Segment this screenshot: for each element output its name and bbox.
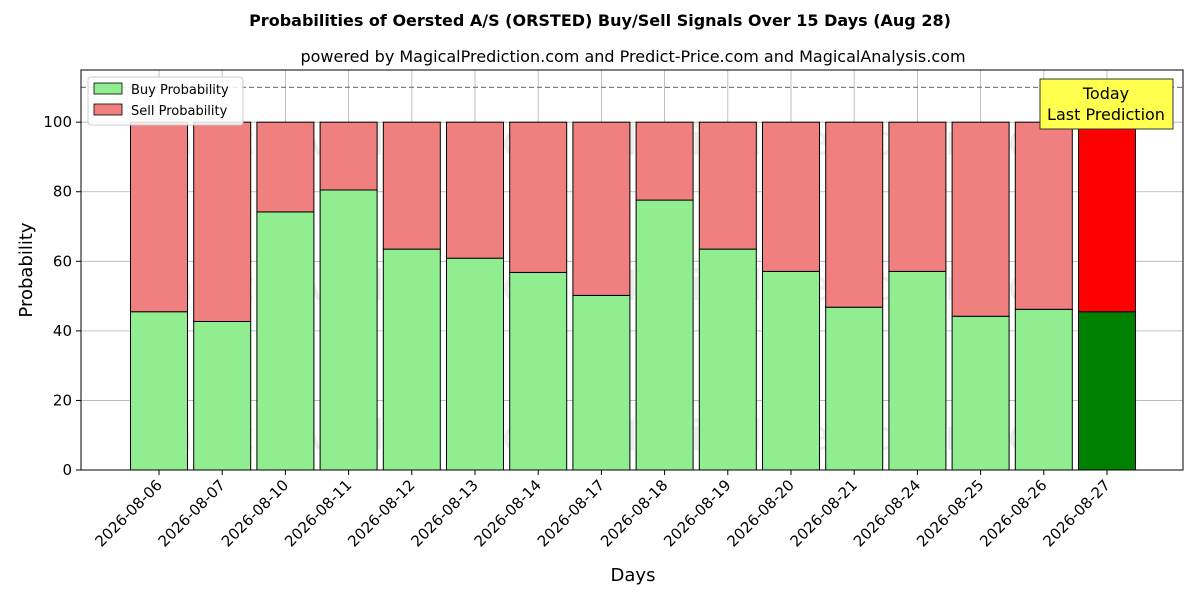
x-tick-label: 2026-08-19 <box>660 476 734 550</box>
legend-frame <box>87 76 244 126</box>
bar-sell-2026-08-11 <box>319 121 378 191</box>
bar-sell-2026-08-07 <box>193 121 252 322</box>
bar-buy-2026-08-18 <box>635 199 694 471</box>
x-tick-label: 2026-08-10 <box>218 476 292 550</box>
chart-subtitle: powered by MagicalPrediction.com and Pre… <box>300 47 965 66</box>
today-annotation: Today Last Prediction <box>1039 78 1174 130</box>
annotation-box <box>1039 78 1174 130</box>
bar-sell-2026-08-27 <box>1078 121 1136 313</box>
bar-sell-2026-08-13 <box>446 121 504 259</box>
bars <box>130 121 1136 471</box>
x-axis-label: Days <box>611 565 656 586</box>
bar-buy-2026-08-10 <box>256 211 315 471</box>
bar-buy-2026-08-07 <box>193 320 252 471</box>
x-tick-label: 2026-08-13 <box>407 476 481 550</box>
bar-sell-2026-08-25 <box>951 121 1010 317</box>
bar-buy-2026-08-20 <box>762 270 820 471</box>
bar-buy-2026-08-25 <box>951 315 1010 471</box>
x-axis: 2026-08-062026-08-072026-08-102026-08-11… <box>91 470 1114 550</box>
legend-label-buy: Buy Probability <box>131 83 229 98</box>
y-tick-label: 80 <box>53 183 72 201</box>
y-tick-label: 20 <box>53 391 72 409</box>
y-axis-label: Probability <box>16 222 37 317</box>
x-tick-label: 2026-08-14 <box>471 476 545 550</box>
bar-sell-2026-08-10 <box>256 121 315 213</box>
bar-sell-2026-08-21 <box>825 121 884 308</box>
x-tick-label: 2026-08-27 <box>1039 476 1113 550</box>
bar-sell-2026-08-17 <box>572 121 631 296</box>
x-tick-label: 2026-08-18 <box>597 476 671 550</box>
legend: Buy Probability Sell Probability <box>87 76 244 126</box>
y-tick-label: 100 <box>43 113 72 131</box>
bar-sell-2026-08-19 <box>698 121 757 250</box>
annotation-line-2: Last Prediction <box>1047 105 1165 124</box>
bar-sell-2026-08-26 <box>1014 121 1073 310</box>
x-tick-label: 2026-08-21 <box>787 476 861 550</box>
bar-buy-2026-08-06 <box>130 311 188 471</box>
x-tick-label: 2026-08-11 <box>281 476 355 550</box>
bar-buy-2026-08-21 <box>825 306 884 471</box>
x-tick-label: 2026-08-26 <box>976 476 1050 550</box>
annotation-line-1: Today <box>1082 84 1129 103</box>
x-tick-label: 2026-08-07 <box>155 476 229 550</box>
bar-buy-2026-08-11 <box>319 189 378 471</box>
bar-buy-2026-08-27 <box>1078 311 1136 471</box>
y-tick-label: 0 <box>62 461 72 479</box>
bar-buy-2026-08-12 <box>382 248 441 471</box>
bar-sell-2026-08-18 <box>635 121 694 201</box>
x-tick-label: 2026-08-20 <box>723 476 797 550</box>
bar-sell-2026-08-24 <box>888 121 947 272</box>
x-tick-label: 2026-08-17 <box>534 476 608 550</box>
bar-buy-2026-08-19 <box>698 248 757 471</box>
y-tick-label: 40 <box>53 322 72 340</box>
legend-swatch-sell <box>93 103 123 116</box>
bar-buy-2026-08-26 <box>1014 308 1073 471</box>
x-tick-label: 2026-08-12 <box>344 476 418 550</box>
legend-label-sell: Sell Probability <box>131 104 228 119</box>
x-tick-label: 2026-08-06 <box>91 476 165 550</box>
bar-buy-2026-08-14 <box>509 271 568 471</box>
bar-sell-2026-08-12 <box>382 121 441 250</box>
bar-buy-2026-08-13 <box>446 257 504 471</box>
legend-swatch-buy <box>93 82 123 95</box>
x-tick-label: 2026-08-25 <box>913 476 987 550</box>
bar-buy-2026-08-17 <box>572 294 631 471</box>
bar-sell-2026-08-20 <box>762 121 820 272</box>
bar-sell-2026-08-14 <box>509 121 568 273</box>
y-axis: 0 20 40 60 80 100 <box>43 113 81 479</box>
plot-frame <box>80 69 1184 471</box>
bar-sell-2026-08-06 <box>130 121 188 313</box>
chart-title: Probabilities of Oersted A/S (ORSTED) Bu… <box>249 11 951 30</box>
bar-buy-2026-08-24 <box>888 270 947 471</box>
y-tick-label: 60 <box>53 252 72 270</box>
x-tick-label: 2026-08-24 <box>850 476 924 550</box>
